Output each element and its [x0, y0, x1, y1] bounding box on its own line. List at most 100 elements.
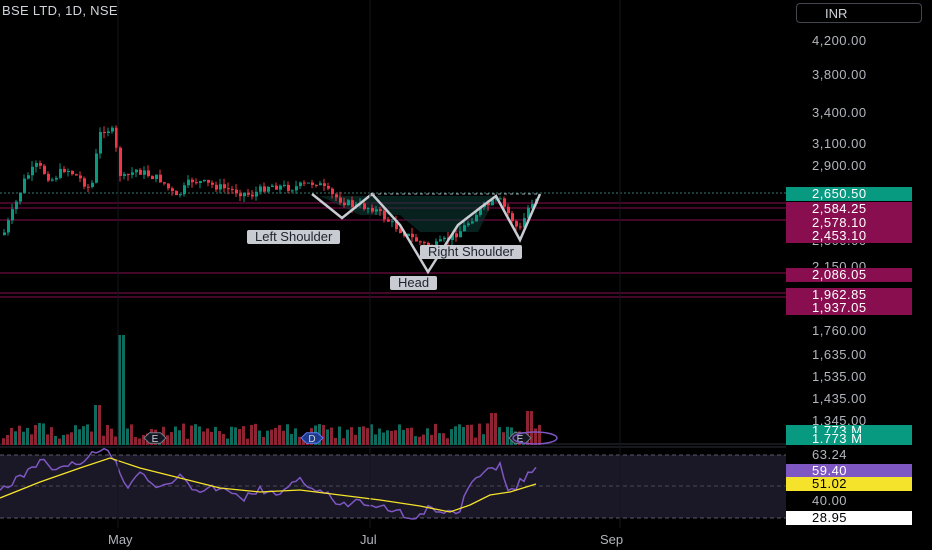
volume-bar	[138, 438, 141, 445]
candle-body	[31, 166, 34, 176]
price-axis-label: 1,345.00	[812, 413, 867, 428]
volume-bar	[46, 434, 49, 445]
time-axis-label: Sep	[600, 532, 624, 547]
candle-body	[107, 131, 110, 133]
left-shoulder-label[interactable]: Left Shoulder	[247, 230, 341, 244]
candle-body	[335, 194, 338, 198]
volume-bar	[190, 425, 193, 445]
volume-bar	[366, 428, 369, 445]
volume-bar	[266, 430, 269, 445]
event-marker[interactable]: E	[143, 432, 167, 445]
volume-bar	[62, 434, 65, 445]
candle-body	[131, 172, 134, 175]
candle-body	[527, 207, 530, 219]
event-highlight	[512, 431, 558, 445]
candle-body	[119, 147, 122, 176]
candle-body	[7, 220, 10, 233]
volume-bar	[114, 436, 117, 445]
rsi-badge: 59.40	[786, 464, 912, 478]
volume-bar	[250, 424, 253, 445]
candle-body	[531, 203, 534, 208]
candle-body	[139, 169, 142, 175]
candle-body	[331, 188, 334, 195]
candle-body	[291, 190, 294, 192]
volume-bar	[98, 405, 101, 445]
volume-bar	[222, 434, 225, 445]
candle-body	[15, 201, 18, 210]
volume-bar	[386, 430, 389, 445]
volume-bar	[346, 429, 349, 445]
candle-body	[147, 170, 150, 177]
candle-body	[419, 241, 422, 243]
price-axis-label: 3,400.00	[812, 105, 867, 120]
price-badge: 2,086.05	[786, 268, 912, 282]
rsi-badge: 51.02	[786, 477, 912, 491]
candle-body	[487, 203, 490, 206]
volume-bar	[198, 426, 201, 445]
candle-body	[475, 214, 478, 222]
volume-bar	[414, 436, 417, 445]
candle-body	[423, 242, 426, 244]
candle-body	[523, 218, 526, 228]
volume-bar	[342, 438, 345, 445]
candle-body	[179, 194, 182, 196]
price-badge: 2,650.50	[786, 187, 912, 201]
volume-bar	[354, 434, 357, 445]
rsi-axis-label: 40.00	[812, 493, 848, 508]
volume-bar	[66, 434, 69, 445]
volume-bar	[502, 432, 505, 445]
volume-bar	[142, 434, 145, 445]
volume-bar	[34, 424, 37, 445]
candle-body	[51, 179, 54, 181]
candle-body	[115, 127, 118, 148]
price-axis-label: 1,760.00	[812, 323, 867, 338]
currency-button[interactable]: INR	[796, 3, 922, 23]
candle-body	[279, 185, 282, 190]
candle-body	[247, 192, 250, 195]
right-shoulder-label[interactable]: Right Shoulder	[420, 245, 522, 259]
candle-body	[471, 221, 474, 224]
candle-body	[339, 197, 342, 203]
volume-bar	[58, 438, 61, 445]
volume-bar	[78, 429, 81, 445]
head-label[interactable]: Head	[390, 276, 438, 290]
candle-body	[159, 174, 162, 183]
candle-body	[23, 178, 26, 193]
candle-body	[323, 183, 326, 186]
volume-bar	[434, 423, 437, 445]
volume-bar	[126, 428, 129, 445]
volume-bar	[122, 335, 125, 445]
price-axis-label: 1,435.00	[812, 391, 867, 406]
volume-bar	[538, 424, 541, 445]
candle-body	[303, 182, 306, 184]
candle-body	[507, 206, 510, 214]
volume-bar	[402, 429, 405, 445]
candle-body	[479, 207, 482, 215]
candle-body	[67, 170, 70, 172]
volume-bar	[406, 428, 409, 445]
candle-body	[491, 199, 494, 206]
candle-body	[91, 182, 94, 187]
volume-bar	[422, 434, 425, 445]
volume-bar	[394, 430, 397, 445]
candle-body	[391, 221, 394, 223]
volume-bar	[278, 425, 281, 445]
candle-body	[343, 202, 346, 206]
event-marker[interactable]: D	[300, 432, 324, 445]
volume-bar	[254, 423, 257, 445]
volume-bar	[10, 427, 13, 445]
volume-bar	[238, 429, 241, 445]
volume-bar	[258, 430, 261, 445]
candle-body	[511, 213, 514, 222]
candle-body	[151, 176, 154, 180]
volume-bar	[286, 424, 289, 445]
candle-body	[379, 209, 382, 211]
volume-bar	[486, 423, 489, 445]
volume-bar	[134, 437, 137, 445]
candle-body	[11, 209, 14, 221]
candle-body	[127, 174, 130, 176]
volume-bar	[182, 423, 185, 445]
volume-bar	[186, 438, 189, 445]
candle-body	[367, 208, 370, 210]
